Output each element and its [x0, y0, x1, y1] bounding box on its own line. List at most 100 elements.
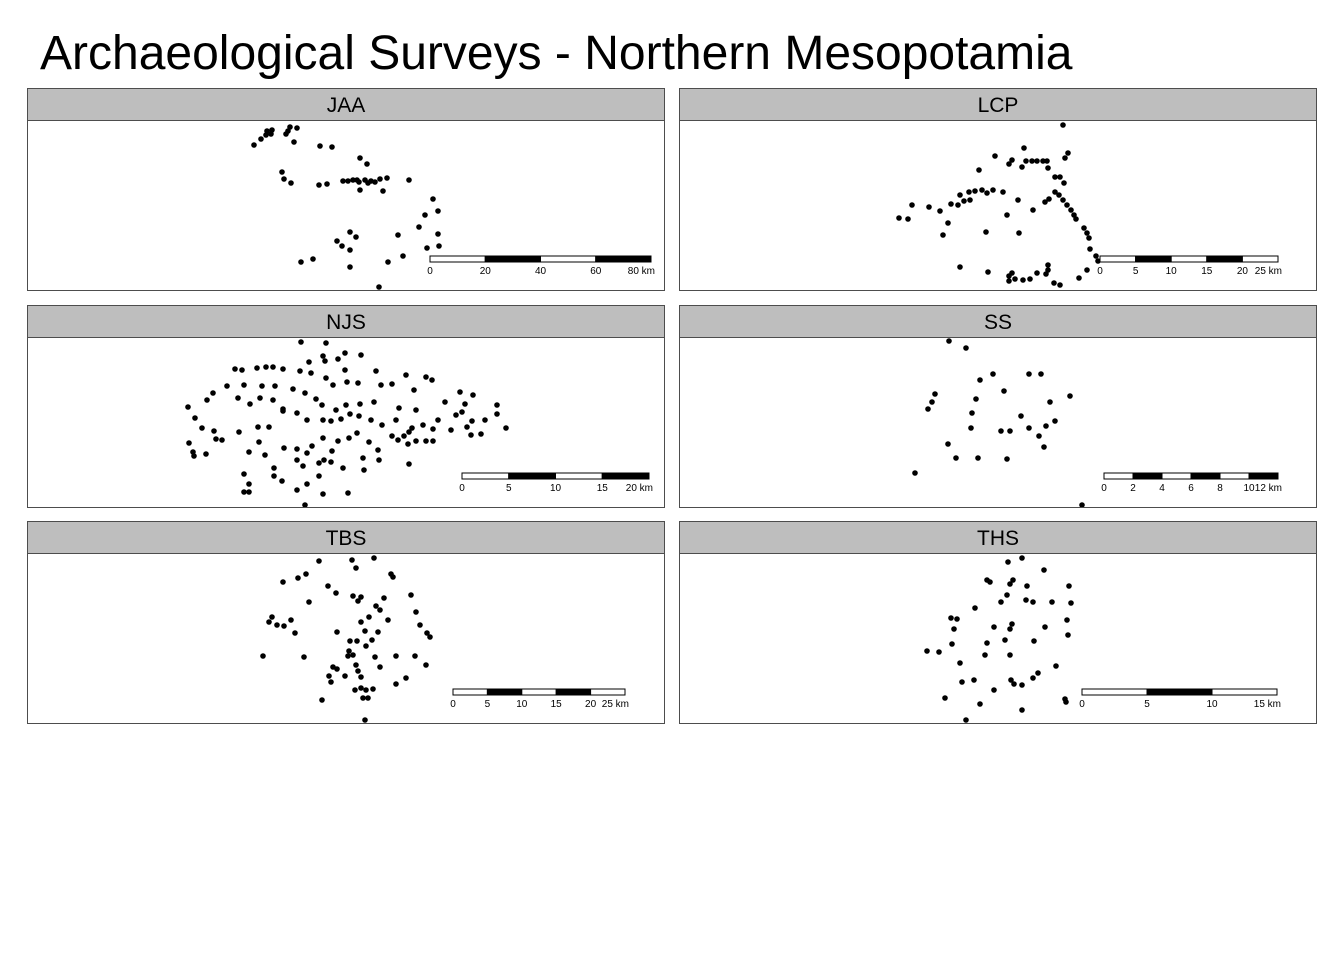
scale-bar-tick-label: 80 km	[628, 266, 655, 277]
site-point	[328, 459, 334, 465]
site-point	[347, 247, 353, 253]
scale-bar-tick-label: 2	[1130, 483, 1136, 494]
site-point	[423, 438, 429, 444]
scale-bar-tick-label: 40	[535, 266, 547, 277]
site-point	[1053, 663, 1059, 669]
site-point	[346, 435, 352, 441]
site-point	[1034, 270, 1040, 276]
site-point	[936, 649, 942, 655]
site-point	[295, 575, 301, 581]
site-point	[364, 161, 370, 167]
site-point	[377, 664, 383, 670]
site-point	[1061, 180, 1067, 186]
scale-bar-tick-label: 5	[1133, 266, 1139, 277]
site-point	[1004, 592, 1010, 598]
site-point	[262, 452, 268, 458]
site-point	[940, 232, 946, 238]
site-point	[360, 695, 366, 701]
site-point	[357, 187, 363, 193]
site-point	[416, 224, 422, 230]
site-point	[353, 662, 359, 668]
scale-bar-segment	[1190, 472, 1221, 480]
site-point	[1023, 158, 1029, 164]
site-point	[1005, 559, 1011, 565]
site-point	[1019, 707, 1025, 713]
site-point	[368, 417, 374, 423]
site-point	[976, 167, 982, 173]
site-point	[224, 383, 230, 389]
scale-bar-segment	[521, 688, 557, 696]
site-point	[412, 653, 418, 659]
scale-bar-tick-label: 0	[1097, 266, 1103, 277]
site-point	[1008, 677, 1014, 683]
site-point	[219, 437, 225, 443]
facet-strip-label: SS	[679, 305, 1317, 338]
site-point	[957, 264, 963, 270]
scale-bar-tick-label: 4	[1159, 483, 1165, 494]
site-point	[435, 231, 441, 237]
site-point	[1009, 621, 1015, 627]
site-point	[949, 641, 955, 647]
scatter-svg: 0 20 40 60 80 km	[251, 124, 655, 290]
site-point	[349, 557, 355, 563]
plot-area: 0 5 10 15 20 25 km	[679, 121, 1317, 291]
site-point	[1023, 597, 1029, 603]
site-point	[366, 439, 372, 445]
site-point	[1001, 388, 1007, 394]
plot-area: 0 2 4 6 8 10 12 km	[679, 338, 1317, 508]
site-point	[239, 367, 245, 373]
site-point	[912, 470, 918, 476]
scale-bar-tick-label: 25 km	[602, 699, 629, 710]
site-point	[319, 402, 325, 408]
site-point	[435, 417, 441, 423]
site-point	[1084, 267, 1090, 273]
site-point	[1043, 423, 1049, 429]
site-point	[984, 640, 990, 646]
site-point	[413, 407, 419, 413]
site-point	[294, 125, 300, 131]
site-point	[1066, 583, 1072, 589]
site-point	[294, 410, 300, 416]
site-point	[1026, 371, 1032, 377]
site-point	[376, 457, 382, 463]
site-point	[334, 629, 340, 635]
site-point	[1015, 197, 1021, 203]
site-point	[345, 178, 351, 184]
site-point	[1031, 638, 1037, 644]
site-point	[1019, 164, 1025, 170]
site-point	[266, 619, 272, 625]
site-point	[246, 449, 252, 455]
site-point	[991, 687, 997, 693]
scale-bar: 0 2 4 6 8 10 12 km	[1101, 472, 1282, 494]
site-point	[343, 402, 349, 408]
site-point	[393, 417, 399, 423]
site-point	[957, 192, 963, 198]
site-point	[355, 380, 361, 386]
site-point	[424, 630, 430, 636]
site-point	[406, 429, 412, 435]
site-point	[185, 404, 191, 410]
site-point	[328, 679, 334, 685]
site-point	[270, 364, 276, 370]
site-point	[379, 422, 385, 428]
site-point	[271, 465, 277, 471]
site-point	[366, 614, 372, 620]
site-point	[953, 455, 959, 461]
site-point	[320, 491, 326, 497]
scale-bar-segment	[595, 255, 652, 263]
site-point	[932, 391, 938, 397]
site-point	[1095, 258, 1101, 264]
site-point	[409, 425, 415, 431]
site-point	[1087, 246, 1093, 252]
site-point	[494, 411, 500, 417]
site-point	[925, 406, 931, 412]
site-point	[478, 431, 484, 437]
site-point	[1084, 230, 1090, 236]
site-point	[365, 695, 371, 701]
site-point	[430, 196, 436, 202]
site-point	[330, 382, 336, 388]
site-point	[358, 352, 364, 358]
scale-bar-segment	[508, 472, 556, 480]
site-point	[199, 425, 205, 431]
site-point	[1034, 158, 1040, 164]
